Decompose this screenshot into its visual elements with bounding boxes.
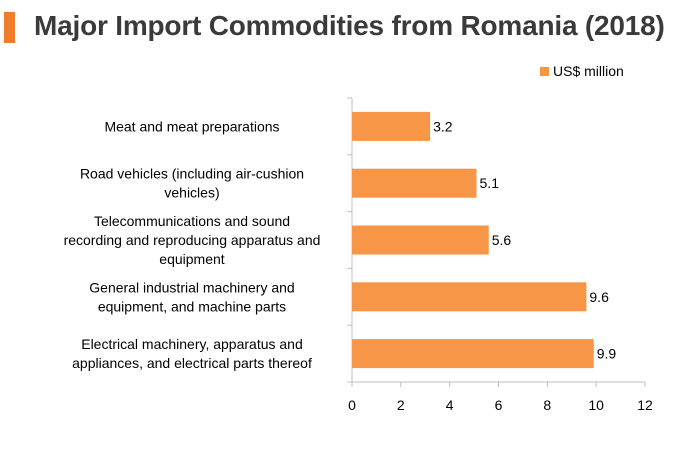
category-label: Telecommunications and sound recording an… [64, 213, 321, 267]
category-label-line: Road vehicles (including air-cushion [80, 166, 304, 182]
category-label: Road vehicles (including air-cushion vehi… [80, 166, 304, 201]
category-label-line: equipment [159, 251, 224, 267]
category-label: Electrical machinery, apparatus and appli… [72, 336, 312, 371]
category-label-line: General industrial machinery and [89, 279, 294, 295]
x-tick-label: 10 [588, 397, 604, 413]
x-tick-label: 2 [397, 397, 405, 413]
category-label: General industrial machinery and equipmen… [89, 279, 294, 314]
category-label-line: vehicles) [164, 185, 219, 201]
x-tick-label: 0 [348, 397, 356, 413]
bar [352, 339, 594, 369]
bar-value-label: 5.1 [480, 175, 500, 191]
category-label-line: equipment, and machine parts [98, 298, 286, 314]
x-tick-label: 4 [446, 397, 454, 413]
bar [352, 111, 431, 141]
bar-value-label: 3.2 [433, 118, 453, 134]
category-label-line: appliances, and electrical parts thereof [72, 355, 312, 371]
category-label-line: Electrical machinery, apparatus and [81, 336, 303, 352]
chart-legend: US$ million [540, 63, 624, 79]
category-label-line: Telecommunications and sound [94, 213, 290, 229]
bar-value-label: 9.9 [597, 346, 617, 362]
bar-value-label: 5.6 [492, 232, 512, 248]
x-tick-label: 6 [495, 397, 503, 413]
x-tick-label: 12 [637, 397, 653, 413]
bar [352, 168, 477, 198]
category-label: Meat and meat preparations [104, 118, 279, 134]
x-tick-label: 8 [543, 397, 551, 413]
category-label-line: recording and reproducing apparatus and [64, 232, 321, 248]
bar-value-label: 9.6 [589, 289, 609, 305]
legend-swatch [540, 66, 549, 76]
legend-label: US$ million [553, 63, 624, 79]
bar [352, 282, 587, 312]
title-accent-bar [4, 12, 15, 43]
bar [352, 225, 489, 255]
page-title: Major Import Commodities from Romania (2… [34, 10, 665, 41]
category-label-line: Meat and meat preparations [104, 118, 279, 134]
